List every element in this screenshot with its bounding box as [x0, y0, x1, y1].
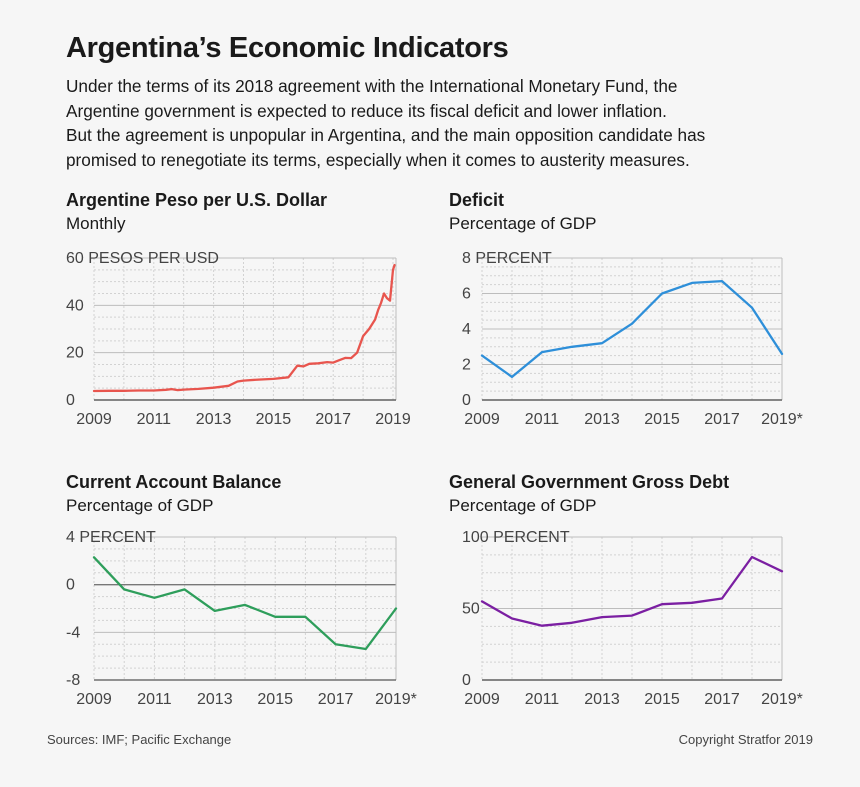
x-tick-label: 2015	[257, 691, 293, 708]
x-tick-label: 2015	[644, 691, 680, 708]
y-tick-label: 40	[66, 297, 84, 314]
chart-title-deficit: Deficit	[449, 190, 505, 210]
x-tick-label: 2011	[525, 691, 560, 708]
y-tick-label: 8 PERCENT	[462, 250, 552, 267]
x-tick-label: 2009	[76, 691, 112, 708]
y-tick-label: 2	[462, 357, 471, 374]
page-title: Argentina’s Economic Indicators	[66, 32, 509, 64]
x-tick-label: 2013	[584, 411, 620, 428]
intro-line: Under the terms of its 2018 agreement wi…	[66, 76, 678, 96]
x-tick-label: 2011	[137, 411, 172, 428]
x-tick-label: 2011	[525, 411, 560, 428]
x-tick-label: 2009	[464, 411, 500, 428]
sources-note: Sources: IMF; Pacific Exchange	[47, 732, 232, 747]
x-tick-label: 2011	[137, 691, 172, 708]
chart-subtitle-debt: Percentage of GDP	[449, 496, 597, 515]
series-line-peso	[92, 263, 396, 393]
x-tick-label: 2017	[318, 691, 354, 708]
x-tick-label: 2009	[76, 411, 112, 428]
x-tick-label: 2017	[315, 411, 351, 428]
y-tick-label: 20	[66, 345, 84, 362]
y-tick-label: -4	[66, 624, 80, 641]
y-tick-label: 100 PERCENT	[462, 529, 570, 546]
series-line-deficit	[480, 279, 784, 379]
chart-subtitle-deficit: Percentage of GDP	[449, 214, 597, 233]
series-line-debt	[480, 555, 784, 627]
x-tick-label: 2017	[704, 691, 740, 708]
x-tick-label: 2013	[584, 691, 620, 708]
y-tick-label: -8	[66, 672, 80, 689]
x-tick-label: 2019	[375, 411, 411, 428]
y-tick-label: 4 PERCENT	[66, 529, 156, 546]
intro-line: promised to renegotiate its terms, espec…	[66, 149, 690, 170]
intro-line: But the agreement is unpopular in Argent…	[66, 125, 706, 145]
series-line-current-account	[92, 556, 398, 651]
chart-title-current-account: Current Account Balance	[66, 472, 282, 492]
x-tick-label: 2019*	[375, 691, 417, 708]
x-tick-label: 2015	[644, 411, 680, 428]
chart-title-peso: Argentine Peso per U.S. Dollar	[66, 190, 328, 210]
y-tick-label: 6	[462, 286, 471, 303]
y-tick-label: 0	[462, 672, 471, 689]
y-tick-label: 50	[462, 601, 480, 618]
x-tick-label: 2019*	[761, 411, 803, 428]
x-tick-label: 2015	[256, 411, 292, 428]
y-tick-label: 0	[66, 577, 75, 594]
chart-subtitle-current-account: Percentage of GDP	[66, 496, 214, 515]
copyright-note: Copyright Stratfor 2019	[678, 732, 813, 747]
y-tick-label: 60 PESOS PER USD	[66, 250, 219, 267]
y-tick-label: 0	[66, 392, 75, 409]
x-tick-label: 2019*	[761, 691, 803, 708]
y-tick-label: 0	[462, 392, 471, 409]
intro-line: Argentine government is expected to redu…	[66, 100, 667, 121]
x-tick-label: 2017	[704, 411, 740, 428]
x-tick-label: 2013	[196, 411, 232, 428]
x-tick-label: 2013	[197, 691, 233, 708]
intro-text: Under the terms of its 2018 agreement wi…	[66, 74, 826, 172]
chart-title-debt: General Government Gross Debt	[449, 472, 730, 492]
y-tick-label: 4	[462, 321, 471, 338]
chart-subtitle-peso: Monthly	[66, 214, 126, 233]
x-tick-label: 2009	[464, 691, 500, 708]
